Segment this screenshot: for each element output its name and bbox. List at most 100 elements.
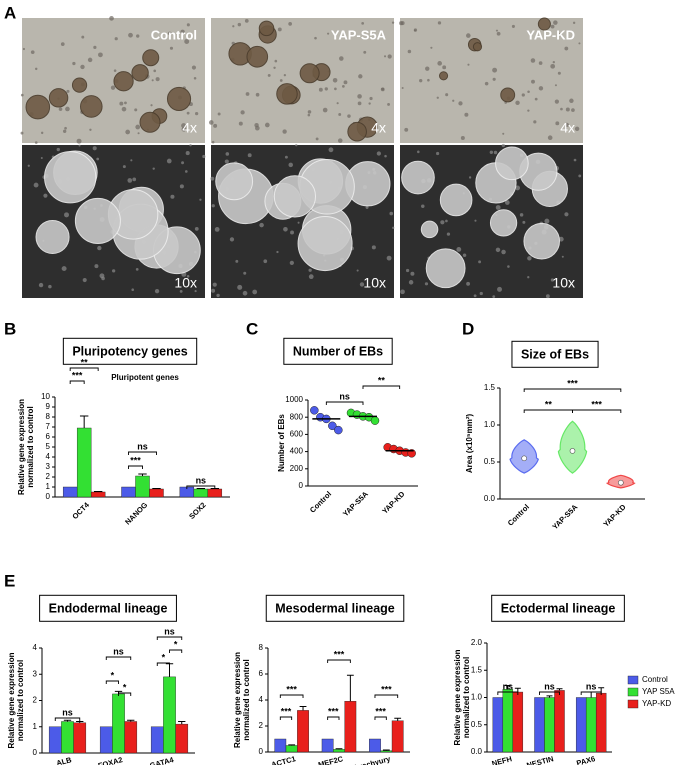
y-tick-label: 4 — [33, 643, 38, 652]
cell-speck — [48, 284, 52, 289]
y-tick-label: 3 — [46, 462, 51, 471]
cell-speck — [387, 54, 392, 59]
cell-speck — [76, 138, 82, 144]
y-tick-label: 6 — [259, 669, 264, 678]
cell-speck — [92, 146, 97, 151]
significance-bracket — [580, 691, 602, 695]
cell-speck — [357, 94, 362, 99]
significance-bracket — [523, 388, 622, 392]
magnification-label: 10x — [552, 275, 575, 291]
cell-speck — [452, 99, 455, 102]
error-bar — [335, 748, 343, 750]
cell-speck — [151, 79, 154, 82]
cell-speck — [180, 29, 185, 35]
significance-label: ns — [339, 391, 350, 401]
y-axis-label: Relative gene expression — [17, 399, 26, 495]
bar — [61, 721, 74, 754]
title-box — [511, 340, 599, 368]
cell-speck — [446, 232, 451, 236]
cell-speck — [27, 164, 30, 167]
cell-speck — [389, 211, 394, 216]
cell-speck — [467, 63, 470, 66]
cell-speck — [22, 47, 26, 51]
cell-speck — [445, 219, 448, 223]
y-tick-label: 5 — [46, 442, 51, 451]
cell-speck — [186, 111, 190, 115]
x-tick-label: Control — [308, 489, 333, 514]
cell-speck — [134, 108, 138, 112]
cell-speck — [342, 84, 345, 88]
panel-label: D — [462, 319, 474, 338]
cell-speck — [307, 110, 312, 114]
cell-speck — [527, 256, 532, 261]
cell-speck — [101, 276, 105, 281]
y-tick-label: 3 — [33, 669, 38, 678]
significance-bracket — [69, 380, 85, 384]
cell-speck — [237, 22, 242, 27]
significance-bracket — [374, 694, 399, 698]
error-bar — [588, 691, 595, 698]
bar — [90, 491, 106, 498]
y-tick-label: 10 — [41, 392, 50, 401]
cell-speck — [121, 106, 127, 112]
cell-speck — [462, 253, 467, 257]
error-bar — [394, 717, 402, 721]
significance-label: *** — [286, 684, 297, 694]
cell-speck — [40, 131, 44, 135]
cell-speck — [460, 136, 465, 141]
cell-speck — [274, 59, 278, 63]
cell-speck — [511, 24, 515, 28]
cell-speck — [276, 250, 279, 254]
cell-speck — [128, 32, 133, 38]
bar — [554, 690, 565, 753]
cell-speck — [522, 220, 526, 224]
cell-speck — [20, 131, 24, 135]
cell-speck — [194, 226, 199, 231]
embryoid-body — [347, 121, 367, 142]
magnification-label: 4x — [371, 120, 386, 136]
magnification-label: 4x — [182, 120, 197, 136]
cell-speck — [552, 61, 555, 64]
cell-speck — [336, 102, 339, 105]
bar — [344, 701, 357, 753]
x-tick-label: SOX2 — [187, 500, 208, 521]
significance-label: ns — [62, 707, 73, 717]
cell-speck — [408, 280, 414, 285]
cell-speck — [365, 205, 369, 209]
bar — [502, 689, 514, 753]
cell-speck — [527, 109, 530, 112]
significance-bracket — [156, 662, 170, 666]
cell-speck — [550, 24, 555, 29]
significance-label: *** — [281, 706, 292, 716]
significance-label: * — [123, 682, 127, 692]
magnification-label: 4x — [560, 120, 575, 136]
cell-speck — [369, 96, 373, 101]
bar — [193, 488, 209, 498]
x-tick-label: NEFH — [491, 754, 513, 765]
y-tick-label: 400 — [290, 447, 304, 456]
cell-speck — [424, 282, 429, 286]
cell-speck — [184, 170, 188, 173]
cell-speck — [199, 198, 202, 201]
cell-speck — [211, 204, 215, 208]
cell-speck — [531, 79, 535, 84]
cell-speck — [347, 114, 351, 118]
cell-speck — [564, 122, 570, 127]
bar — [369, 738, 381, 753]
cell-speck — [64, 212, 70, 218]
cell-speck — [515, 185, 521, 191]
cell-speck — [217, 112, 221, 116]
significance-bracket — [327, 659, 351, 663]
cell-speck — [255, 92, 260, 97]
y-tick-label: 0.0 — [471, 747, 483, 756]
cell-speck — [131, 288, 135, 291]
cell-speck — [368, 102, 371, 105]
cell-speck — [492, 67, 498, 73]
cell-speck — [410, 271, 415, 276]
cell-speck — [113, 69, 117, 72]
cell-speck — [81, 35, 85, 39]
cell-speck — [547, 135, 553, 141]
cell-speck — [114, 37, 118, 41]
error-bar — [127, 719, 135, 722]
